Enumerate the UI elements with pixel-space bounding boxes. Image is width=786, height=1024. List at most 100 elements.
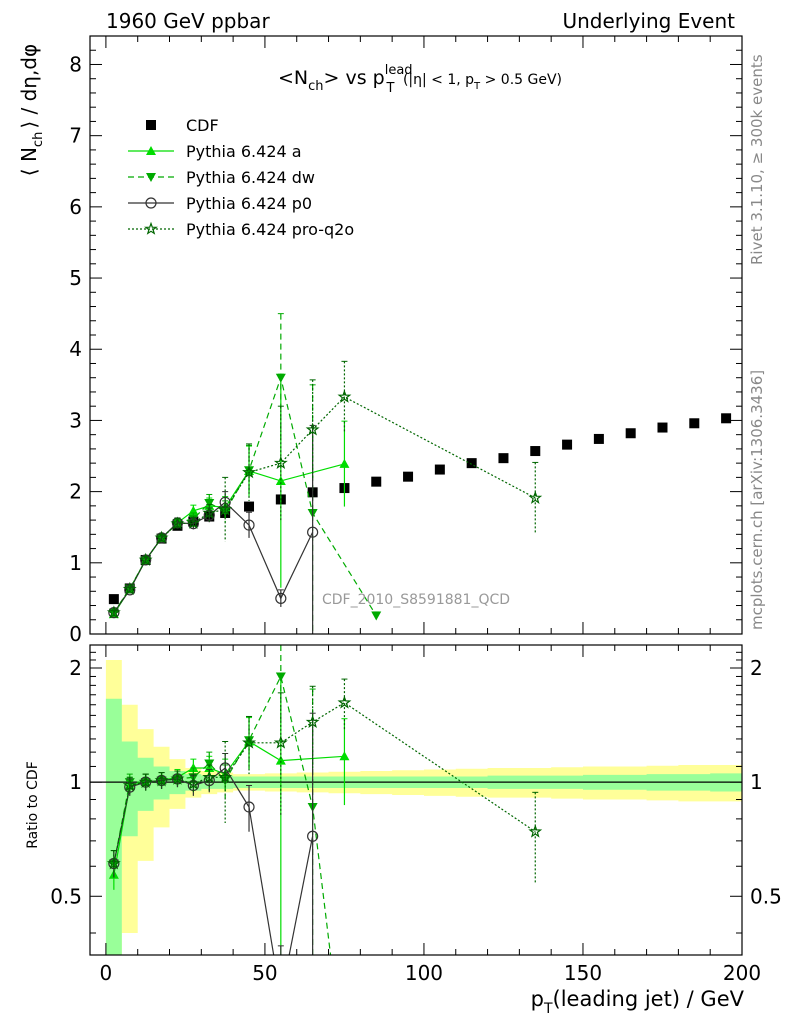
y-tick-label: 0 [69,622,82,646]
header-left: 1960 GeV ppbar [106,9,270,33]
data-point [307,830,319,842]
series-pythia-6-424-p0 [108,424,319,634]
data-point [339,751,350,761]
data-point [244,501,255,512]
data-point [530,446,541,457]
series-line [113,396,536,613]
data-point [122,581,137,596]
legend-label: CDF [186,116,219,135]
data-point [562,439,573,450]
data-point [371,476,382,487]
data-point [275,475,286,485]
y-tick-label: 7 [69,124,82,148]
main-plot-area: 0 1 2 3 4 5 6 7 8 [69,35,743,646]
legend-label: Pythia 6.424 pro-q2o [186,220,354,239]
data-point [371,611,382,621]
data-point [466,458,477,469]
data-point [244,466,255,476]
y-tick-label-right: 0.5 [750,884,782,908]
data-point [337,695,352,709]
main-title: <Nch> vs plead T (|η| < 1, pT > 0.5 GeV) [278,63,562,96]
data-point [498,453,509,464]
legend-marker [145,197,157,209]
data-point [170,771,185,785]
legend-marker [146,146,156,155]
legend-item: CDF [146,116,219,135]
legend-item: Pythia 6.424 p0 [128,194,312,213]
rivet-label: Rivet 3.1.10, ≥ 300k events [748,54,766,265]
y-tick-label-right: 1 [750,770,763,794]
data-point [275,755,286,765]
data-point [434,464,445,475]
y-tick-label: 2 [69,656,82,680]
series-pythia-6-424-pro-q2o [106,678,543,884]
y-tick-label: 2 [69,480,82,504]
data-point [307,526,319,538]
data-point [154,773,169,787]
ratio-ylabel: Ratio to CDF [25,761,41,849]
data-point [273,735,288,749]
data-point [305,714,320,729]
x-axis-label: pT(leading jet) / GeV [531,987,745,1017]
y-tick-label: 6 [69,195,82,219]
data-point [186,515,201,529]
header-right: Underlying Event [562,9,735,33]
data-point [689,418,700,429]
data-point [204,759,215,769]
data-point [218,502,233,516]
data-point [202,770,217,784]
data-point [108,594,119,605]
legend-item: Pythia 6.424 a [128,142,302,161]
data-point [170,516,185,530]
data-point [106,856,121,870]
data-point [403,471,414,482]
legend-item: Pythia 6.424 pro-q2o [128,220,354,239]
x-tick-label: 150 [564,961,602,985]
data-point [721,413,732,424]
data-point [339,458,350,468]
data-point [186,776,201,790]
x-tick-label: 0 [100,961,113,985]
data-point [218,770,233,784]
legend-item: Pythia 6.424 dw [128,168,315,187]
data-point [202,505,217,519]
data-point [242,735,257,749]
data-point [138,774,153,789]
mcplots-label: mcplots.cern.ch [arXiv:1306.3436] [748,370,766,630]
data-point [273,455,288,470]
data-point [122,778,137,792]
legend-marker [146,120,156,130]
x-tick-label: 100 [405,961,443,985]
x-tick-label: 200 [723,961,761,985]
data-point [275,373,286,383]
data-point [204,499,215,509]
y-tick-label: 0.5 [50,884,82,908]
x-tick-label: 50 [252,961,277,985]
data-point [243,519,255,531]
y-tick-label-right: 2 [750,656,763,680]
data-point [657,422,668,433]
data-point [138,552,153,566]
main-data [106,313,732,634]
uncertainty-band-inner [105,698,742,955]
legend-label: Pythia 6.424 p0 [186,194,312,213]
data-point [305,422,320,436]
ratio-plot-area: 0.5 0.5 1 1 2 2 0 50 100 150 200 [50,644,782,985]
legend: CDF Pythia 6.424 a Pythia 6.424 dw Pythia 6… [128,116,354,239]
y-tick-label: 1 [69,770,82,794]
legend-marker [144,221,158,235]
y-tick-label: 5 [69,266,82,290]
svg-text:pT(leading jet) / GeV: pT(leading jet) / GeV [531,987,745,1017]
data-point [593,433,604,444]
analysis-watermark: CDF_2010_S8591881_QCD [322,592,510,608]
data-point [528,824,543,838]
ratio-data [90,645,742,955]
legend-label: Pythia 6.424 a [186,142,302,161]
plot-frame [89,644,743,956]
data-point [106,605,121,619]
y-tick-label: 1 [69,551,82,575]
y-tick-label: 3 [69,408,82,432]
legend-marker [146,173,156,182]
